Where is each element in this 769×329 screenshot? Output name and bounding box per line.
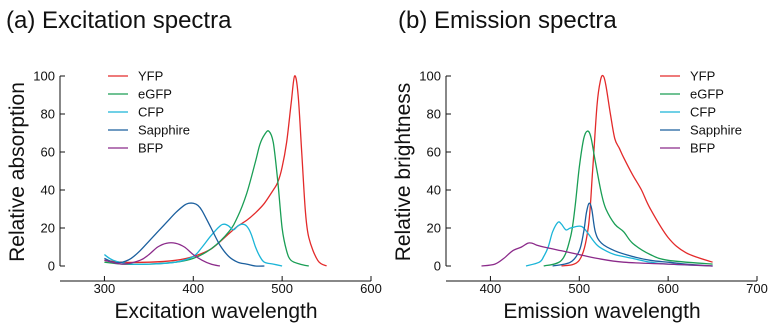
- y-tick-label: 60: [427, 145, 441, 160]
- series-line-bfp: [481, 242, 713, 267]
- x-tick-label: 500: [271, 281, 293, 296]
- panel-a-x-label: Excitation wavelength: [114, 300, 317, 323]
- panel-b-series: [481, 74, 713, 267]
- y-tick-label: 40: [427, 183, 441, 198]
- series-line-yfp: [104, 75, 327, 267]
- panel-a-y-label: Relative absorption: [6, 82, 29, 262]
- y-tick-label: 80: [427, 107, 441, 122]
- panel-b-y-ticks: 0 20 40 60 80 100: [419, 69, 451, 274]
- series-line-sapphire: [104, 202, 265, 267]
- x-tick-label: 600: [657, 281, 679, 296]
- series-line-cfp: [525, 221, 713, 267]
- panel-b-x-label: Emission wavelength: [503, 300, 700, 323]
- x-tick-label: 500: [568, 281, 590, 296]
- x-tick-label: 400: [480, 281, 502, 296]
- legend-label-bfp: BFP: [690, 141, 715, 156]
- series-line-cfp: [104, 223, 283, 267]
- y-tick-label: 0: [434, 259, 441, 274]
- x-tick-label: 400: [182, 281, 204, 296]
- panel-a-legend: YFP eGFP CFP Sapphire BFP: [108, 69, 190, 156]
- series-line-sapphire: [552, 202, 713, 267]
- y-tick-label: 20: [41, 221, 55, 236]
- series-line-egfp: [543, 130, 713, 267]
- x-tick-label: 600: [360, 281, 382, 296]
- x-tick-label: 300: [94, 281, 116, 296]
- legend-label-bfp: BFP: [138, 141, 163, 156]
- legend-label-cfp: CFP: [690, 105, 716, 120]
- panel-b-legend: YFP eGFP CFP Sapphire BFP: [660, 69, 742, 156]
- series-line-bfp: [104, 242, 221, 267]
- panel-b-y-label: Relative brightness: [392, 83, 415, 262]
- panel-b-x-ticks: 400 500 600 700: [480, 276, 768, 296]
- y-tick-label: 100: [419, 69, 441, 84]
- legend-label-cfp: CFP: [138, 105, 164, 120]
- panel-b-title: (b) Emission spectra: [398, 7, 617, 34]
- y-tick-label: 40: [41, 183, 55, 198]
- legend-label-yfp: YFP: [138, 69, 163, 84]
- legend-label-egfp: eGFP: [138, 87, 172, 102]
- panel-emission: (b) Emission spectra 0 20 40 60 80 100 400 500…: [392, 7, 768, 323]
- panel-a-x-ticks: 300 400 500 600: [94, 276, 382, 296]
- y-tick-label: 60: [41, 145, 55, 160]
- x-tick-label: 700: [746, 281, 768, 296]
- y-tick-label: 80: [41, 107, 55, 122]
- panel-a-series: [104, 75, 327, 267]
- series-line-egfp: [104, 130, 309, 267]
- panel-a-y-ticks: 0 20 40 60 80 100: [33, 69, 65, 274]
- y-tick-label: 0: [48, 259, 55, 274]
- series-line-yfp: [561, 74, 713, 267]
- panel-a-title: (a) Excitation spectra: [6, 7, 232, 34]
- legend-label-sapphire: Sapphire: [138, 123, 190, 138]
- y-tick-label: 20: [427, 221, 441, 236]
- legend-label-sapphire: Sapphire: [690, 123, 742, 138]
- legend-label-yfp: YFP: [690, 69, 715, 84]
- y-tick-label: 100: [33, 69, 55, 84]
- panel-excitation: (a) Excitation spectra 0 20 40 60 80 100 300 4…: [6, 7, 382, 323]
- legend-label-egfp: eGFP: [690, 87, 724, 102]
